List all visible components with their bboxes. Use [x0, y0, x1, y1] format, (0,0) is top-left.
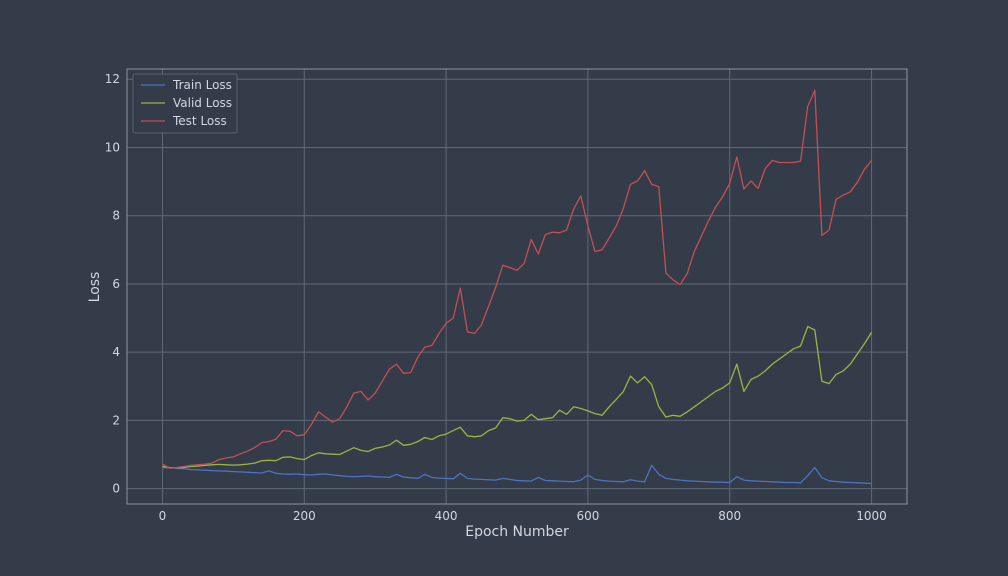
y-tick-label: 4 [112, 345, 120, 359]
series-line-valid [162, 325, 873, 469]
series-line-train [162, 464, 872, 485]
tick-labels: 0 200 400 600 800 1000 0 2 4 6 8 10 12 [105, 72, 887, 523]
y-tick-label: 10 [105, 140, 120, 154]
y-axis-label: Loss [87, 272, 103, 303]
legend-box [132, 73, 238, 134]
x-tick-label: 400 [435, 509, 458, 523]
series-lines [162, 89, 873, 485]
legend: Train Loss Valid Loss Test Loss [132, 73, 238, 134]
legend-label-test: Test Loss [172, 114, 227, 128]
x-tick-label: 0 [159, 509, 167, 523]
legend-label-valid: Valid Loss [173, 96, 232, 110]
x-axis-label: Epoch Number [465, 524, 569, 540]
y-tick-label: 12 [105, 72, 120, 86]
legend-label-train: Train Loss [172, 78, 232, 92]
x-tick-label: 200 [293, 509, 316, 523]
x-tick-label: 1000 [856, 509, 887, 523]
y-tick-label: 0 [112, 482, 120, 496]
plot-frame [126, 68, 908, 505]
x-tick-label: 800 [718, 509, 741, 523]
grid [127, 69, 907, 504]
series-line-test [162, 89, 873, 469]
y-tick-label: 6 [112, 277, 120, 291]
x-tick-label: 600 [576, 509, 599, 523]
y-tick-label: 2 [112, 413, 120, 427]
y-tick-label: 8 [112, 209, 120, 223]
